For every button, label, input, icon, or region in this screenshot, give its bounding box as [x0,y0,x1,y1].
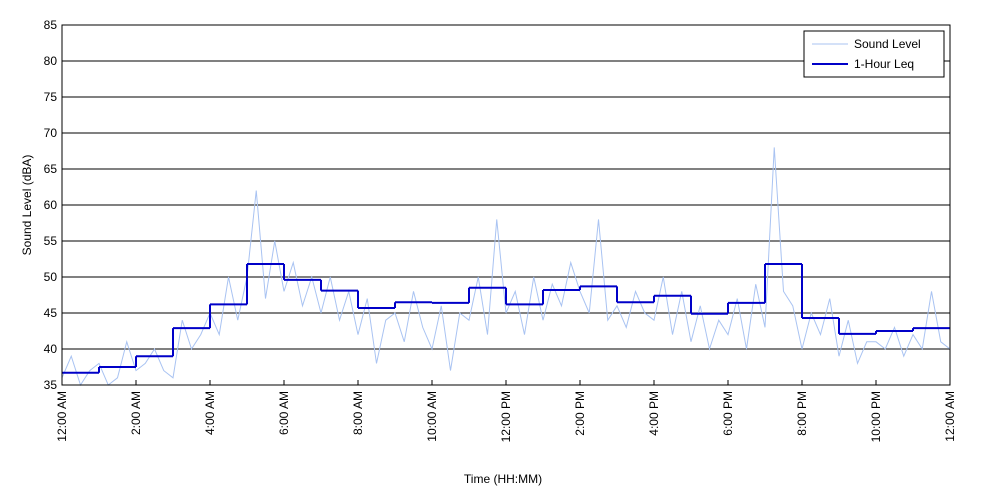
x-tick-label: 2:00 AM [129,391,143,435]
step-riser [98,264,914,373]
y-tick-label: 50 [44,270,58,284]
x-tick-label: 8:00 PM [795,391,809,436]
y-tick-label: 70 [44,126,58,140]
legend-box [803,30,945,78]
y-tick-label: 85 [44,18,58,32]
legend-label: Sound Level [854,37,921,51]
x-tick-label: 2:00 PM [573,391,587,436]
y-axis-label: Sound Level (dBA) [20,155,34,256]
x-tick-label: 4:00 AM [203,391,217,435]
plot-frame [61,24,951,386]
x-tick-label: 10:00 PM [869,391,883,442]
y-tick-label: 40 [44,342,58,356]
x-tick-label: 4:00 PM [647,391,661,436]
x-tick-label: 6:00 PM [721,391,735,436]
y-tick-label: 55 [44,234,58,248]
y-tick-label: 45 [44,306,58,320]
x-tick-label: 6:00 AM [277,391,291,435]
x-axis-label: Time (HH:MM) [464,472,542,486]
x-tick-label: 12:00 PM [499,391,513,442]
x-tick-label: 12:00 AM [943,391,957,442]
y-tick-label: 65 [44,162,58,176]
x-tick-label: 10:00 AM [425,391,439,442]
x-tick-label: 12:00 AM [55,391,69,442]
y-tick-label: 35 [44,378,58,392]
y-tick-label: 80 [44,54,58,68]
y-tick-label: 60 [44,198,58,212]
x-tick-label: 8:00 AM [351,391,365,435]
y-tick-label: 75 [44,90,58,104]
legend-label: 1-Hour Leq [854,57,914,71]
